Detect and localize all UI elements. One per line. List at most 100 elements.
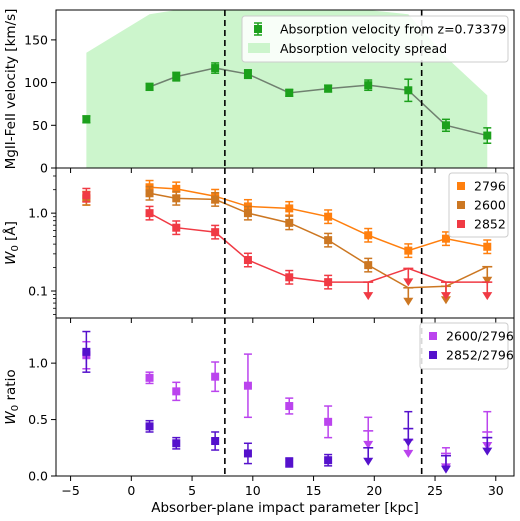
ratio-point-2600/2796: [145, 373, 154, 382]
w0-point-2600: [211, 195, 220, 204]
w0-point-2600: [243, 209, 252, 218]
legend-marker-velocity: [254, 25, 262, 33]
series-2852: [82, 187, 493, 301]
y-axis-label-rest: ratio: [3, 369, 19, 404]
w0-upper-limit-2852-head: [403, 278, 414, 287]
legend-label-2852/2796: 2852/2796: [446, 348, 514, 363]
ratio-legend: 2600/2796 2852/2796: [419, 322, 514, 370]
y-tick-label: 1.0: [28, 206, 48, 221]
ratio-point-2852/2796: [285, 458, 294, 467]
w0-point-2600: [324, 236, 333, 245]
x-axis: Absorber-plane impact parameter [kpc]: [151, 500, 418, 516]
ratio-point-2852/2796: [145, 422, 154, 431]
y-axis-label-rest: [Å]: [2, 221, 19, 245]
w0-point-2796: [404, 246, 413, 255]
w0-point-2796: [483, 242, 492, 251]
x-tick-label: 30: [488, 483, 504, 498]
x-tick-label: 20: [366, 483, 382, 498]
w0-upper-limit-2852: [403, 267, 414, 287]
series-2600/2796: [82, 340, 493, 472]
ratio-point-2600/2796: [211, 372, 220, 381]
legend-marker-2600: [457, 201, 465, 209]
y-axis-label-sub: 0: [10, 405, 21, 411]
w0-upper-limit-2852-head: [363, 292, 374, 301]
w0-upper-limit-2852-head: [440, 292, 451, 301]
ratio-upper-limit-2852/2796-head: [363, 457, 374, 466]
ratio-upper-limit-2852/2796-head: [403, 438, 414, 447]
y-tick-label: 150: [24, 32, 48, 47]
legend-label-2852: 2852: [474, 217, 506, 232]
ratio-upper-limit-2600/2796-head: [403, 449, 414, 458]
legend-swatch-spread: [248, 43, 270, 53]
w0-point-2852: [211, 228, 220, 237]
legend-label-velocity: Absorption velocity from z=0.73379: [280, 22, 506, 37]
y-tick-label: 0.0: [28, 469, 48, 484]
ratio-upper-limit-2852/2796: [363, 446, 374, 466]
w0-point-2796: [364, 231, 373, 240]
x-tick-label: −5: [61, 483, 79, 498]
ratio-point-2852/2796: [82, 347, 91, 356]
w0-line-2852: [149, 212, 488, 283]
y-tick-label: 50: [32, 118, 48, 133]
equivalent-width-panel: 0.1 1.0 W0 [Å] 2796 2600 2852: [2, 167, 515, 323]
x-tick-label: 25: [427, 483, 443, 498]
w0-point-2600: [364, 261, 373, 270]
w0-upper-limit-2852-head: [482, 292, 493, 301]
w0-line-2796: [149, 186, 488, 252]
legend-marker-2852/2796: [429, 351, 437, 359]
w0-point-2796: [324, 212, 333, 221]
plot-frame: [55, 317, 515, 477]
y-axis-label: MgII-FeII velocity [km/s]: [3, 9, 19, 170]
velocity-point: [211, 64, 220, 73]
w0-point-2852: [145, 209, 154, 218]
w0-point-2852: [324, 278, 333, 287]
ratio-upper-limit-2852/2796: [440, 454, 451, 474]
w0-point-2600: [285, 218, 294, 227]
w0-point-2852: [243, 256, 252, 265]
x-tick-label: 0: [127, 483, 135, 498]
y-axis-label: W0 ratio: [3, 369, 21, 424]
velocity-point: [243, 70, 252, 79]
velocity-point: [285, 88, 294, 97]
y-tick-label: 100: [24, 75, 48, 90]
w0-point-2852: [82, 191, 91, 200]
w0-point-2852: [172, 223, 181, 232]
w0-point-2796: [172, 184, 181, 193]
velocity-point: [364, 81, 373, 90]
w0-point-2852: [285, 273, 294, 282]
ratio-upper-limit-2600/2796: [363, 430, 374, 449]
legend-label-spread: Absorption velocity spread: [280, 41, 447, 56]
w0-upper-limit-2600-head: [403, 297, 414, 306]
legend-label-2796: 2796: [474, 179, 506, 194]
velocity-point: [483, 131, 492, 140]
w0-point-2600: [172, 194, 181, 203]
w0-legend: 2796 2600 2852: [448, 172, 509, 238]
velocity-point: [82, 115, 91, 124]
w0-upper-limit-2600-head: [440, 296, 451, 305]
velocity-line: [149, 67, 488, 137]
y-tick-label: 0.5: [28, 412, 48, 427]
y-tick-label: 1.0: [28, 356, 48, 371]
ratio-upper-limit-2852/2796-head: [440, 465, 451, 474]
series-2852/2796: [82, 330, 493, 474]
ratio-point-2852/2796: [243, 449, 252, 458]
w0-line-2600: [149, 192, 488, 289]
w0-upper-limit-2852: [440, 281, 451, 301]
ratio-upper-limit-2600/2796-head: [363, 440, 374, 449]
velocity-point: [172, 72, 181, 81]
y-axis-label-w: W: [3, 411, 19, 425]
legend-marker-2600/2796: [429, 332, 437, 340]
y-tick-label: 0.1: [28, 283, 48, 298]
w0-point-2796: [285, 204, 294, 213]
ratio-point-2600/2796: [172, 387, 181, 396]
w0-upper-limit-2852: [363, 281, 374, 301]
w0-point-2600: [145, 189, 154, 198]
ratio-point-2852/2796: [172, 439, 181, 448]
legend-marker-2852: [457, 220, 465, 228]
y-axis-label-sub: 0: [10, 245, 21, 251]
w0-point-2796: [441, 234, 450, 243]
legend-label-2600/2796: 2600/2796: [446, 329, 514, 344]
x-axis-label: Absorber-plane impact parameter [kpc]: [151, 500, 418, 516]
